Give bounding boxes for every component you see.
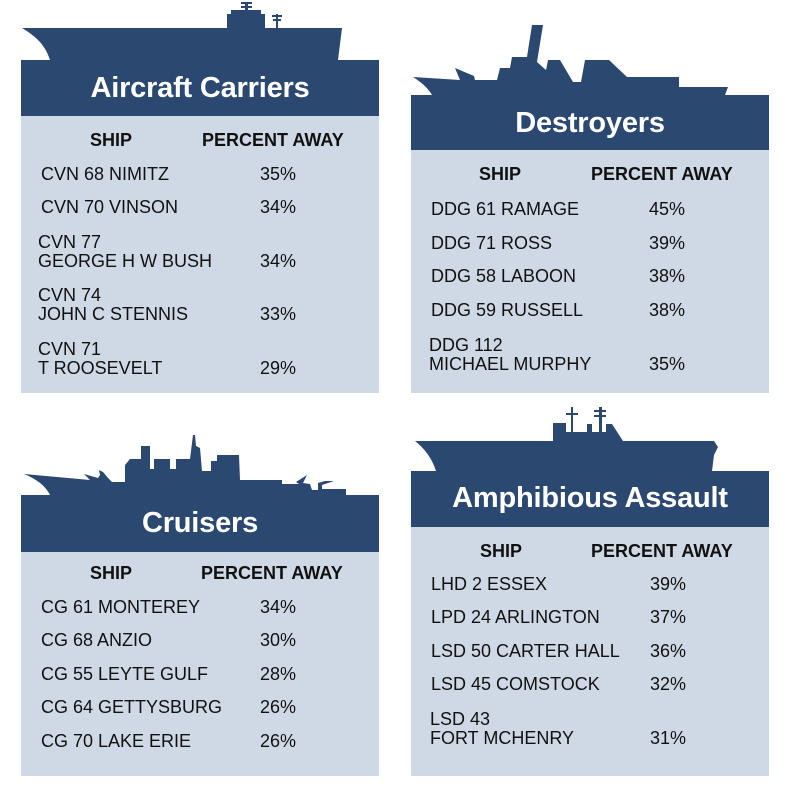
column-header-ship: SHIP [479,164,522,184]
panel-destroyers: Destroyers SHIP PERCENT AWAY DDG 61 RAMA… [411,25,769,393]
column-header-percent-away: PERCENT AWAY [591,541,733,561]
data-table: SHIP PERCENT AWAY DDG 61 RAMAGE 45% DDG … [411,150,769,393]
column-header-percent-away: PERCENT AWAY [201,563,343,583]
column-header-ship: SHIP [90,130,133,150]
data-table: SHIP PERCENT AWAY CG 61 MONTEREY 34% CG … [21,552,379,776]
panel-title: Aircraft Carriers [90,72,310,104]
column-header-ship: SHIP [90,563,133,583]
column-header-percent-away: PERCENT AWAY [202,130,344,150]
panel-title: Amphibious Assault [452,482,728,514]
data-table: SHIP PERCENT AWAY LHD 2 ESSEX 39% LPD 24… [411,527,769,776]
panel-aircraft-carriers: Aircraft Carriers SHIP PERCENT AWAY CVN … [0,0,400,400]
column-header-percent-away: PERCENT AWAY [591,164,733,184]
data-table: SHIP PERCENT AWAY CVN 68 NIMITZ 35% CVN … [21,116,379,393]
cruiser-silhouette-icon [21,435,379,552]
destroyer-silhouette-icon [411,25,769,150]
panel-cruisers: Cruisers SHIP PERCENT AWAY CG 61 MONTERE… [21,435,379,776]
aircraft-carrier-silhouette-icon [21,2,379,116]
panel-title: Destroyers [515,107,665,139]
panel-title: Cruisers [141,507,259,539]
column-header-ship: SHIP [480,541,523,561]
amphibious-assault-ship-silhouette-icon [411,407,769,527]
